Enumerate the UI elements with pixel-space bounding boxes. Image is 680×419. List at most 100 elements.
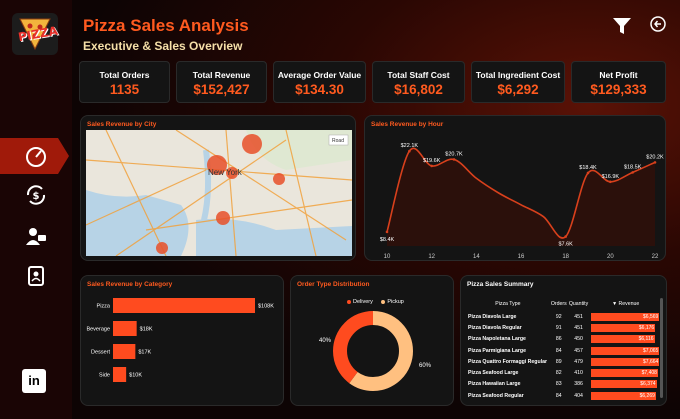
quantity-cell: 451 (574, 324, 583, 331)
filter-icon[interactable] (612, 16, 632, 36)
revenue-by-hour-chart: $8.4K $22.1K $19.6K $20.7K $7.6K $18.4K $16.9K… (380, 143, 664, 260)
column-header[interactable]: Pizza Type (495, 301, 521, 307)
revenue-bar: $6,374 (591, 380, 657, 389)
revenue-cell: $7,065 (589, 345, 662, 356)
revenue-area (387, 148, 655, 246)
sidebar: PIZZA $ in (0, 0, 72, 419)
kpi-value: $16,802 (394, 82, 443, 97)
kpi-label: Total Ingredient Cost (475, 70, 561, 80)
pizza-type-cell: Pizza Seafood Regular (468, 392, 524, 399)
data-label: $7.6K (558, 242, 573, 248)
quantity-cell: 457 (574, 347, 583, 354)
data-point (653, 161, 657, 164)
quantity-cell: 404 (574, 392, 583, 399)
map-canvas: Road New York (86, 130, 352, 256)
category-label: Dessert (91, 350, 110, 356)
revenue-cell: $6,176 (589, 322, 662, 333)
x-tick-label: 10 (384, 254, 391, 260)
data-point (408, 149, 411, 153)
x-tick-label: 16 (518, 254, 525, 260)
card-title: Sales Revenue by Hour (371, 121, 444, 128)
kpi-total-ingredient-cost: Total Ingredient Cost $6,292 (471, 61, 565, 103)
table-row[interactable]: Pizza Diavola Large 92 451 $6,569 (466, 311, 662, 322)
card-title: Sales Revenue by Category (87, 281, 173, 288)
map-button: Road (332, 138, 344, 144)
main-area: Pizza Sales Analysis Executive & Sales O… (72, 0, 680, 419)
page-title: Pizza Sales Analysis (83, 16, 249, 35)
data-point (452, 158, 456, 161)
dollar-cycle-icon[interactable]: $ (24, 183, 48, 207)
pizza-type-cell: Pizza Parmigiana Large (468, 347, 526, 354)
data-point (631, 171, 634, 174)
pizza-type-cell: Pizza Quattro Formaggi Regular (468, 358, 547, 365)
column-header[interactable]: ▼ Revenue (612, 301, 640, 307)
kpi-value: 1135 (109, 82, 140, 97)
table-row[interactable]: Pizza Hawaiian Large 83 386 $6,374 (466, 379, 662, 390)
order-type-legend: Delivery Pickup (347, 291, 408, 309)
kpi-total-staff-cost: Total Staff Cost $16,802 (372, 61, 465, 103)
kpi-value: $152,427 (193, 82, 250, 97)
pizza-type-cell: Pizza Diavola Large (468, 313, 517, 320)
orders-cell: 84 (555, 347, 562, 354)
kpi-value: $134.30 (295, 82, 344, 97)
badge-icon[interactable] (24, 264, 48, 288)
x-tick-label: 22 (652, 254, 659, 260)
table-row[interactable]: Pizza Seafood Large 82 410 $7,408 (466, 367, 662, 378)
quantity-cell: 450 (574, 336, 583, 343)
nav-dashboard[interactable] (0, 136, 70, 176)
city-map[interactable]: Road New York (86, 130, 352, 256)
quantity-cell: 410 (574, 370, 583, 377)
data-point (586, 171, 590, 175)
column-header[interactable]: Orders (550, 301, 567, 307)
orders-cell: 84 (555, 392, 562, 399)
table-scrollbar[interactable] (660, 298, 663, 398)
delivery-percent-label: 40% (319, 338, 332, 344)
pizza-type-cell: Pizza Seafood Large (468, 370, 519, 377)
orders-cell: 86 (555, 336, 562, 343)
bar-value-label: $108K (258, 304, 274, 310)
table-row[interactable]: Pizza Parmigiana Large 84 457 $7,065 (466, 345, 662, 356)
kpi-label: Total Revenue (192, 70, 251, 80)
linkedin-icon[interactable]: in (22, 369, 46, 393)
gauge-icon (26, 147, 46, 167)
orders-cell: 83 (555, 381, 562, 388)
column-header[interactable]: Quantity (568, 301, 589, 307)
table-row[interactable]: Pizza Diavola Regular 91 451 $6,176 (466, 322, 662, 333)
category-label: Beverage (86, 327, 110, 333)
table-row[interactable]: Pizza Seafood Regular 84 404 $6,269 (466, 390, 662, 401)
table-row[interactable]: Pizza Quattro Formaggi Regular 89 479 $7,66… (466, 356, 662, 367)
revenue-by-category-card: Sales Revenue by Category Pizza $108K Beve… (80, 275, 284, 406)
back-arrow-icon[interactable] (650, 16, 666, 32)
revenue-bar: $6,116 (591, 335, 655, 344)
pickup-percent-label: 60% (419, 363, 432, 369)
pizza-type-cell: Pizza Napoletana Large (468, 336, 526, 343)
legend-pickup[interactable]: Pickup (381, 299, 404, 305)
table-row[interactable]: Pizza Napoletana Large 86 450 $6,116 (466, 334, 662, 345)
revenue-by-category-chart: Pizza $108K Beverage $18K Dessert $17K Side $10… (86, 298, 274, 382)
city-bubbles (156, 134, 285, 254)
kpi-label: Total Orders (99, 70, 150, 80)
legend-delivery[interactable]: Delivery (347, 299, 373, 305)
page-subtitle: Executive & Sales Overview (83, 39, 243, 53)
staff-icon[interactable] (24, 225, 48, 249)
category-bar (113, 298, 255, 313)
category-bar (113, 344, 136, 359)
data-label: $18.5K (624, 164, 642, 170)
pizza-type-cell: Pizza Hawaiian Large (468, 381, 521, 388)
data-label: $19.6K (423, 158, 441, 164)
bar-value-label: $10K (129, 373, 142, 379)
revenue-cell: $7,664 (589, 356, 662, 367)
x-tick-label: 18 (562, 254, 569, 260)
quantity-cell: 479 (574, 358, 583, 365)
kpi-label: Net Profit (599, 70, 638, 80)
category-bar (113, 367, 127, 382)
revenue-by-hour-card: Sales Revenue by Hour $8.4K $22.1K $19.6K $… (364, 115, 666, 261)
revenue-bar: $7,065 (591, 346, 660, 355)
data-label: $20.2K (646, 154, 664, 160)
donut-slice-delivery (333, 311, 413, 391)
bar-value-label: $17K (138, 350, 151, 356)
revenue-bar: $7,664 (591, 357, 660, 366)
kpi-label: Average Order Value (277, 70, 362, 80)
kpi-label: Total Staff Cost (387, 70, 450, 80)
revenue-bar: $6,269 (591, 391, 656, 400)
